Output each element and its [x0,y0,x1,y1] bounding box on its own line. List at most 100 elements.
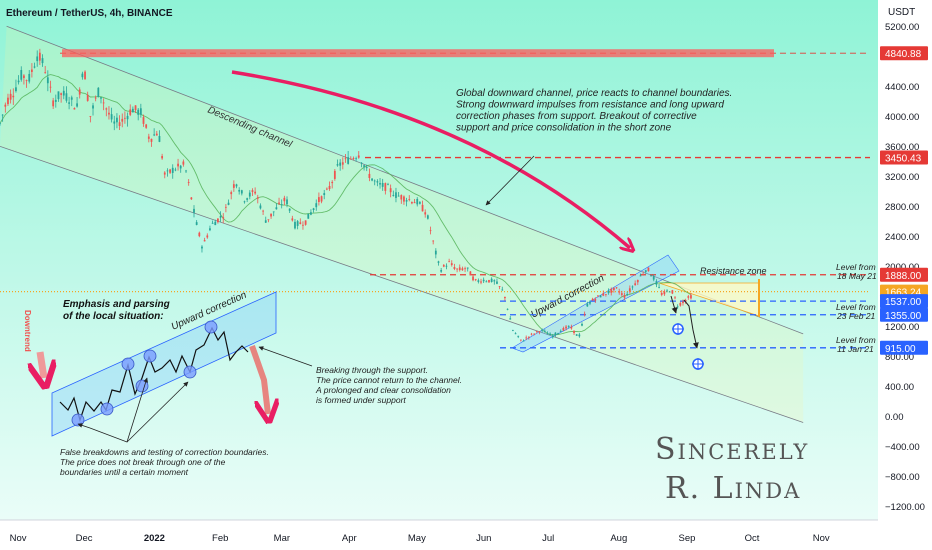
candle-body [142,117,145,124]
candle-body [599,295,602,298]
inset-downtrend-label: Downtrend [23,310,32,352]
price-badge-1 [880,150,928,165]
candle-body [52,100,55,107]
y-tick-label-2: 4400.00 [885,82,919,93]
candle-body [283,197,286,202]
candle-body [248,192,251,197]
candle-body [320,196,323,202]
candle-body [506,308,509,310]
candle-body [118,122,121,126]
candle-body [432,240,435,242]
candle-body [413,202,416,204]
y-tick-label-16: −1200.00 [885,502,925,513]
candle-body [217,218,219,223]
candle-body [310,212,312,215]
candle-body [9,93,12,100]
candle-body [397,195,400,197]
candle-body [376,181,379,183]
candle-body [612,287,615,291]
candle-body [193,208,195,213]
candle-body [150,138,153,142]
candle-body [360,162,363,164]
candle-body [25,80,28,81]
candle-body [28,73,31,82]
candle-body [525,337,528,339]
x-tick-label-11: Oct [745,533,760,544]
candle-body [456,268,458,270]
candle-body [442,265,445,267]
resistance-zone-edge [758,279,760,317]
inset-heading-2: of the local situation: [63,311,164,322]
candle-body [373,180,376,182]
candle-body [493,280,496,282]
candle-body [610,288,613,293]
candle-body [387,184,389,186]
signature-line1: Sincerely [655,432,809,467]
x-tick-label-2: 2022 [144,533,165,544]
candle-body [235,184,238,187]
candle-body [161,156,164,159]
candle-body [543,330,546,332]
candle-body [652,276,655,280]
candle-body [384,183,387,191]
x-tick-label-12: Nov [813,533,830,544]
candle-body [527,336,530,338]
candle-body [666,290,668,292]
false-breakdown-line-0: False breakdowns and testing of correcti… [60,447,269,457]
candle-body [179,165,182,169]
candle-body [198,232,201,237]
candle-body [349,158,352,160]
candle-body [100,97,102,99]
candle-body [259,205,262,209]
candle-body [222,217,225,219]
top-resistance-band [62,49,774,58]
candle-body [315,203,318,208]
candle-body [286,199,288,205]
candle-body [392,194,395,196]
x-tick-label-9: Aug [610,533,627,544]
candle-body [690,295,692,299]
chart-title: Ethereum / TetherUS, 4h, BINANCE [6,8,173,19]
candle-body [631,286,634,288]
candle-body [509,318,512,320]
candle-body [426,215,429,219]
candle-body [535,331,538,332]
candle-body [264,220,267,223]
candle-body [464,268,466,270]
candle-body [209,228,211,231]
candle-body [628,288,631,292]
candle-body [126,115,129,120]
candle-body [70,97,73,100]
candle-body [312,208,315,210]
price-badge-label-6: 915.00 [885,344,916,355]
candle-body [429,230,432,232]
projection-arrow-2 [683,299,699,349]
candle-body [307,213,310,219]
candle-body [538,331,541,333]
price-badge-label-5: 1355.00 [885,311,922,322]
candle-body [663,291,666,295]
candle-body [594,298,597,301]
currency-label: USDT [888,7,915,18]
candle-body [214,221,217,226]
candle-body [676,306,679,308]
candle-body [448,261,451,263]
candle-body [177,163,179,167]
x-tick-label-7: Jun [476,533,491,544]
candle-body [171,167,174,173]
candle-body [227,202,230,205]
candle-body [347,157,350,164]
candle-body [304,220,307,225]
candle-body [238,189,241,192]
signature-line2: R. Linda [665,471,801,506]
inset-touch-point-6 [135,379,149,393]
candle-body [368,173,371,179]
candle-body [30,69,33,72]
candle-body [280,204,283,205]
candle-body [355,158,358,160]
candle-body [615,287,618,289]
false-breakdown-line-2: boundaries until a certain moment [60,467,189,477]
price-badge-2 [880,267,928,282]
inset-pointer-3 [126,381,189,443]
